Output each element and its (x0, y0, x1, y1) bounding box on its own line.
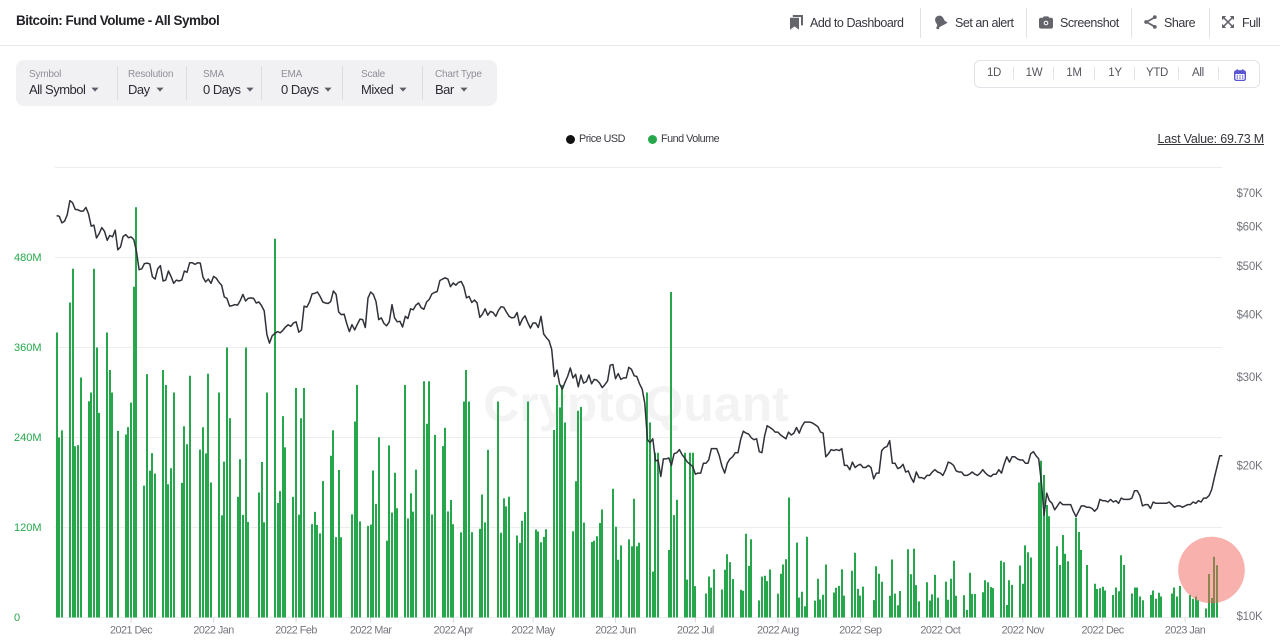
svg-text:$20K: $20K (1236, 460, 1263, 472)
svg-text:360M: 360M (14, 342, 42, 354)
svg-text:2023 Jan: 2023 Jan (1165, 625, 1206, 637)
svg-text:2021 Dec: 2021 Dec (110, 625, 153, 637)
svg-text:2022 May: 2022 May (511, 625, 556, 637)
svg-text:2022 Jun: 2022 Jun (595, 625, 636, 637)
svg-text:$50K: $50K (1236, 261, 1263, 273)
svg-text:2022 Oct: 2022 Oct (920, 625, 960, 637)
svg-text:2022 Apr: 2022 Apr (434, 625, 474, 637)
svg-text:480M: 480M (14, 252, 42, 264)
svg-text:2022 Jan: 2022 Jan (193, 625, 234, 637)
svg-text:$60K: $60K (1236, 222, 1263, 234)
svg-text:$10K: $10K (1236, 611, 1263, 623)
svg-text:2022 Aug: 2022 Aug (757, 625, 799, 637)
svg-text:2022 Feb: 2022 Feb (275, 625, 317, 637)
svg-text:120M: 120M (14, 522, 42, 534)
svg-text:2022 Mar: 2022 Mar (350, 625, 393, 637)
svg-text:2022 Dec: 2022 Dec (1081, 625, 1124, 637)
svg-text:240M: 240M (14, 432, 42, 444)
svg-text:2022 Sep: 2022 Sep (839, 625, 882, 637)
svg-text:0: 0 (14, 612, 20, 624)
svg-text:2022 Nov: 2022 Nov (1002, 625, 1045, 637)
svg-text:$40K: $40K (1236, 310, 1263, 322)
svg-text:$70K: $70K (1236, 188, 1263, 200)
svg-text:$30K: $30K (1236, 372, 1263, 384)
svg-text:CryptoQuant: CryptoQuant (483, 376, 789, 432)
svg-text:2022 Jul: 2022 Jul (677, 625, 714, 637)
